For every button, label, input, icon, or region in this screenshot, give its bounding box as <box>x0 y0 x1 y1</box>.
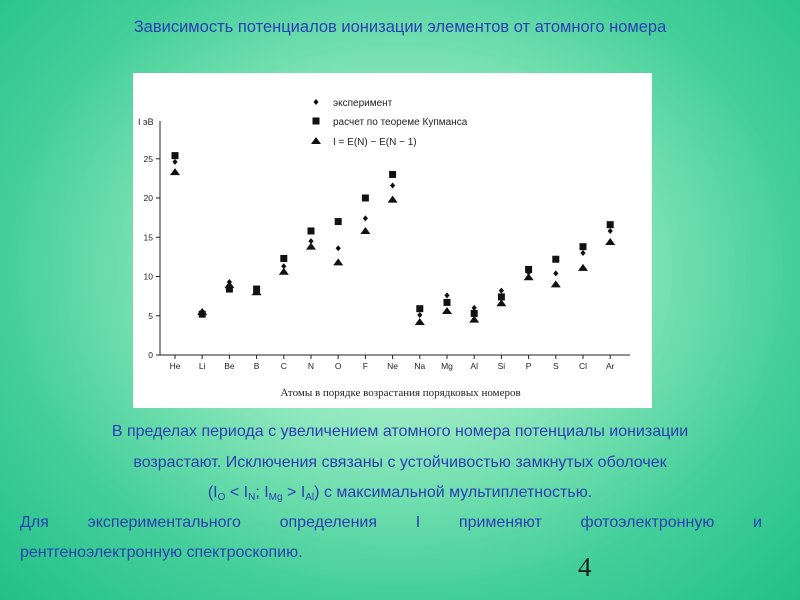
y-tick-label: 15 <box>144 232 154 242</box>
data-point-square <box>171 152 179 160</box>
subscript-al: Al <box>305 492 315 503</box>
x-tick-label: Be <box>224 361 235 371</box>
data-point-square <box>443 298 451 306</box>
x-tick-label: O <box>335 361 342 371</box>
subscript-o: O <box>217 492 226 503</box>
data-point-triangle <box>333 258 344 266</box>
ionization-chart: 0 5 10 15 20 25 I эВ He Li Be B C N O F Ne Na Mg Al Si P S Cl A… <box>138 98 630 399</box>
text-line-3: (IO < IN; IMg > IAl) с максимальной муль… <box>0 484 800 503</box>
data-point-square <box>280 254 288 262</box>
x-tick-label: Cl <box>579 361 587 371</box>
data-point-square <box>579 243 587 251</box>
subscript-mg: Mg <box>268 492 283 503</box>
data-point-diamond <box>362 215 368 222</box>
data-point-diamond <box>308 238 314 245</box>
chart-panel: 0 5 10 15 20 25 I эВ He Li Be B C N O F Ne Na Mg Al Si P S Cl A… <box>133 73 652 408</box>
text-line-1: В пределах периода с увеличением атомног… <box>111 423 689 440</box>
data-point-triangle <box>306 242 316 250</box>
data-point-diamond <box>607 227 613 234</box>
data-point-triangle <box>414 318 425 326</box>
data-point-diamond <box>335 245 341 252</box>
data-point-square <box>416 305 424 313</box>
data-point-triangle <box>170 168 180 176</box>
x-tick-label: C <box>281 361 287 371</box>
y-tick-label: 0 <box>148 350 153 360</box>
x-tick-label: B <box>254 361 260 371</box>
data-point-diamond <box>417 311 423 318</box>
data-point-triangle <box>278 267 289 275</box>
x-axis-label: Атомы в порядке возрастания порядковых н… <box>281 387 521 399</box>
text-line-3-t2: ; I <box>255 484 269 501</box>
data-point-triangle <box>578 263 588 271</box>
text-line-4: Для экспериментального определения I при… <box>20 514 762 531</box>
y-tick-label: 25 <box>144 154 154 164</box>
x-tick-label: P <box>526 361 532 371</box>
data-point-diamond <box>580 249 586 256</box>
data-point-square <box>225 285 233 293</box>
text-line-3-t1: < I <box>225 484 249 501</box>
slide-title: Зависимость потенциалов ионизации элемен… <box>133 18 667 36</box>
data-point-diamond <box>553 270 559 277</box>
legend-label: расчет по теореме Купманса <box>333 117 468 128</box>
data-point-triangle <box>360 226 371 234</box>
legend-marker-triangle <box>311 137 321 144</box>
data-point-triangle <box>387 195 398 203</box>
data-point-square <box>525 265 533 273</box>
text-line-3-close: ) с максимальной мультиплетностью. <box>314 484 593 501</box>
data-point-diamond <box>281 263 287 270</box>
legend-marker-square <box>312 117 320 125</box>
data-point-diamond <box>471 304 477 311</box>
data-point-square <box>334 218 342 226</box>
data-point-diamond <box>172 158 178 165</box>
data-point-diamond <box>390 182 396 189</box>
x-tick-label: He <box>170 361 181 371</box>
x-tick-label: Si <box>498 361 506 371</box>
data-point-triangle <box>224 281 235 289</box>
x-tick-label: Li <box>199 361 206 371</box>
y-tick-label: 10 <box>144 272 154 282</box>
data-point-square <box>552 255 560 263</box>
x-tick-label: F <box>363 361 368 371</box>
text-line-2: возрастают. Исключения связаны с устойчи… <box>133 454 667 471</box>
data-point-square <box>307 227 315 235</box>
data-point-triangle <box>605 237 616 245</box>
data-point-triangle <box>469 315 480 323</box>
data-point-square <box>497 293 505 301</box>
x-tick-label: S <box>553 361 559 371</box>
legend-label: эксперимент <box>333 98 393 109</box>
y-axis-label: I эВ <box>138 117 154 127</box>
x-tick-label: Ar <box>606 361 615 371</box>
data-point-triangle <box>550 280 561 288</box>
data-point-triangle <box>197 307 208 315</box>
data-point-triangle <box>496 299 507 307</box>
x-tick-label: Na <box>414 361 425 371</box>
data-point-diamond <box>498 287 504 294</box>
text-line-3-open: (I <box>207 484 218 501</box>
x-tick-label: Ne <box>387 361 398 371</box>
legend-marker-diamond <box>313 99 319 105</box>
x-tick-label: Mg <box>441 361 453 371</box>
data-point-diamond <box>444 292 450 299</box>
data-point-square <box>606 221 614 229</box>
y-tick-label: 20 <box>144 193 154 203</box>
data-point-triangle <box>442 307 452 315</box>
data-point-square <box>470 309 478 317</box>
subscript-n: N <box>248 492 256 503</box>
data-point-square <box>361 194 369 202</box>
x-tick-label: N <box>308 361 314 371</box>
y-tick-label: 5 <box>148 311 153 321</box>
text-line-5: рентгеноэлектронную спектроскопию. <box>20 544 303 561</box>
x-tick-label: Al <box>470 361 478 371</box>
legend-label: I = E(N) − E(N − 1) <box>333 137 417 148</box>
data-point-triangle <box>251 288 262 296</box>
data-point-square <box>389 170 397 178</box>
data-point-triangle <box>523 273 534 281</box>
slide-number: 4 <box>578 552 592 582</box>
text-line-3-t3: > I <box>282 484 306 501</box>
